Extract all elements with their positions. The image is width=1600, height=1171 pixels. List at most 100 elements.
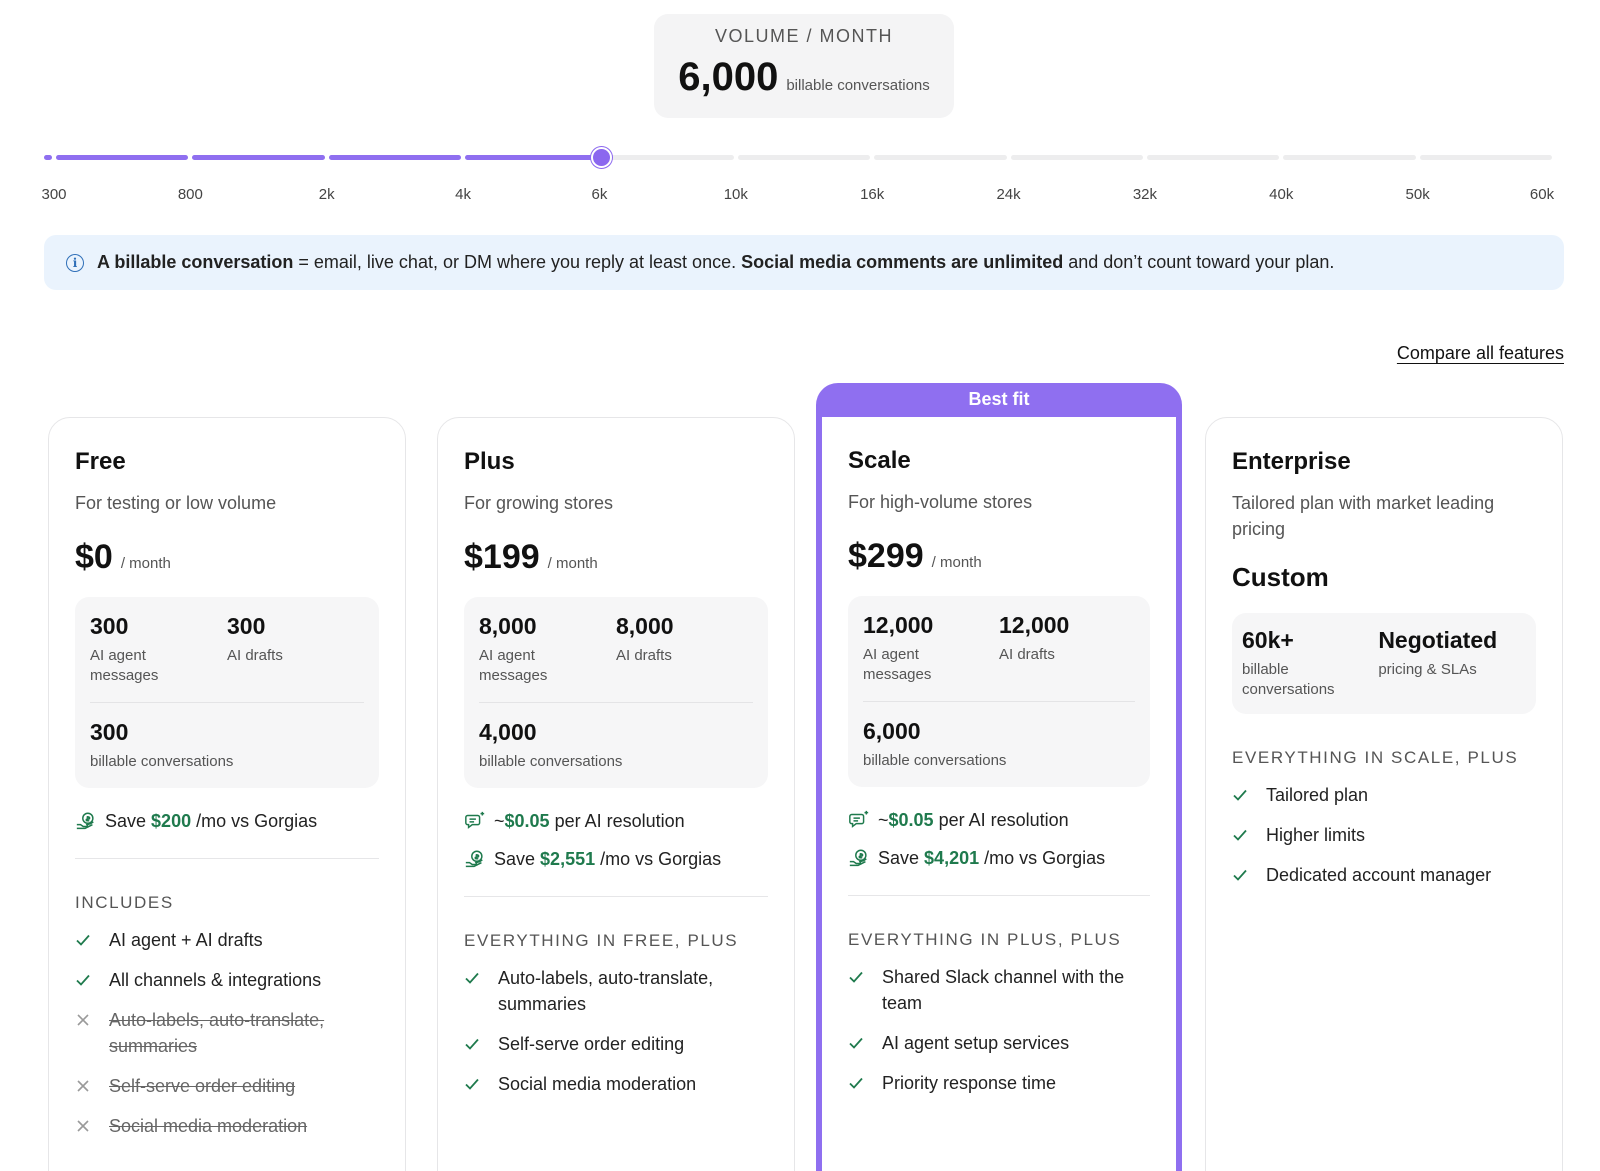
info-tail: and don’t count toward your plan. bbox=[1063, 252, 1335, 272]
feature-label: Higher limits bbox=[1266, 825, 1366, 845]
slider-tick-label[interactable]: 800 bbox=[177, 186, 203, 203]
plan-name: Plus bbox=[464, 448, 515, 475]
feature-label: Priority response time bbox=[882, 1073, 1057, 1093]
plan-stats: 12,000 AI agent messages 12,000 AI drafts … bbox=[848, 596, 1150, 787]
stat-label: billable conversations bbox=[90, 753, 234, 770]
slider-tick-label[interactable]: 4k bbox=[455, 186, 471, 203]
feature-item: All channels & integrations bbox=[75, 967, 379, 993]
feature-item: Tailored plan bbox=[1232, 782, 1536, 808]
plan-name: Scale bbox=[848, 447, 911, 474]
slider-tick-label[interactable]: 6k bbox=[591, 186, 608, 203]
feature-item: AI agent + AI drafts bbox=[75, 927, 379, 953]
feature-list: Auto-labels, auto-translate, summaries Se… bbox=[464, 965, 768, 1097]
slider-tick-label[interactable]: 2k bbox=[318, 186, 335, 203]
resolution-suffix: per AI resolution bbox=[554, 810, 685, 831]
compare-all-features-link[interactable]: Compare all features bbox=[1396, 343, 1564, 363]
check-icon bbox=[464, 965, 498, 991]
feature-label: Tailored plan bbox=[1266, 785, 1369, 805]
slider-tick-label[interactable]: 40k bbox=[1269, 186, 1294, 203]
plan-name: Free bbox=[75, 448, 126, 475]
savings-amount: $200 bbox=[151, 810, 192, 831]
check-icon bbox=[848, 964, 882, 990]
feature-label: Shared Slack channel with the team bbox=[882, 967, 1125, 1013]
plan-stats: 300 AI agent messages 300 AI drafts 300 bi… bbox=[75, 597, 379, 788]
slider-track-segment[interactable] bbox=[56, 155, 189, 160]
slider-tick-label[interactable]: 50k bbox=[1405, 186, 1430, 203]
features-section-title: EVERYTHING IN SCALE, PLUS bbox=[1232, 748, 1519, 767]
slider-track-segment[interactable] bbox=[1010, 155, 1143, 160]
slider-tick-label[interactable]: 10k bbox=[723, 186, 748, 203]
stat-value: 12,000 bbox=[863, 612, 934, 638]
volume-unit: billable conversations bbox=[786, 77, 930, 94]
check-icon bbox=[848, 1070, 882, 1096]
slider-thumb[interactable] bbox=[591, 147, 613, 168]
features-section-title: EVERYTHING IN FREE, PLUS bbox=[464, 931, 739, 950]
feature-item: Auto-labels, auto-translate, summaries bbox=[464, 965, 768, 1017]
slider-track-segment[interactable] bbox=[874, 155, 1007, 160]
savings-amount: $2,551 bbox=[540, 848, 596, 869]
feature-item: AI agent setup services bbox=[848, 1030, 1150, 1056]
check-icon bbox=[75, 927, 109, 953]
info-mid-bold: Social media comments are unlimited bbox=[741, 252, 1064, 272]
plan-name: Enterprise bbox=[1232, 448, 1351, 475]
stat-label: pricing & SLAs bbox=[1378, 661, 1477, 678]
stat-label: AI drafts bbox=[616, 647, 672, 664]
plan-stats: 8,000 AI agent messages 8,000 AI drafts 4,… bbox=[464, 597, 768, 788]
stat-label: billable conversations bbox=[1242, 661, 1335, 698]
feature-item: Dedicated account manager bbox=[1232, 862, 1536, 888]
resolution-line: ~$0.05 per AI resolution bbox=[848, 809, 1150, 831]
feature-item: Social media moderation bbox=[464, 1071, 768, 1097]
slider-tick-label[interactable]: 32k bbox=[1132, 186, 1157, 203]
slider-track-start[interactable] bbox=[44, 155, 52, 160]
stat-label: AI agent messages bbox=[479, 647, 548, 684]
stat-label: AI agent messages bbox=[863, 646, 932, 683]
slider-track-segment[interactable] bbox=[328, 155, 462, 160]
info-lead-rest: = email, live chat, or DM where you repl… bbox=[293, 252, 742, 272]
volume-slider[interactable] bbox=[44, 147, 1564, 170]
slider-track-segment[interactable] bbox=[465, 155, 598, 160]
savings-prefix: Save bbox=[105, 810, 147, 831]
stat-value: 12,000 bbox=[999, 612, 1070, 638]
slider-tick-label[interactable]: 24k bbox=[996, 186, 1021, 203]
feature-item: Self-serve order editing bbox=[464, 1031, 768, 1057]
volume-value: 6,000 bbox=[678, 55, 779, 99]
check-icon bbox=[464, 1031, 498, 1057]
plan-subtitle: For testing or low volume bbox=[75, 493, 277, 513]
slider-track-segment[interactable] bbox=[192, 155, 325, 160]
slider-track-segment[interactable] bbox=[1283, 155, 1416, 160]
money-hand-icon bbox=[848, 847, 870, 869]
plan-card-enterprise: Enterprise Tailored plan with market lea… bbox=[1205, 417, 1563, 1171]
slider-track-segment[interactable] bbox=[737, 155, 871, 160]
slider-tick-label[interactable]: 16k bbox=[860, 186, 885, 203]
check-icon bbox=[1232, 862, 1266, 888]
stat-label: AI drafts bbox=[999, 646, 1055, 663]
chat-sparkle-icon bbox=[848, 809, 870, 831]
feature-label: AI agent setup services bbox=[882, 1033, 1070, 1053]
check-icon bbox=[1232, 782, 1266, 808]
plan-price: $0 bbox=[75, 538, 113, 576]
savings-prefix: Save bbox=[494, 848, 536, 869]
savings-suffix: /mo vs Gorgias bbox=[984, 847, 1106, 868]
stat-value: 8,000 bbox=[616, 613, 674, 639]
stat-value: 300 bbox=[90, 613, 129, 639]
slider-track-segment[interactable] bbox=[1146, 155, 1280, 160]
slider-tick-label[interactable]: 60k bbox=[1529, 186, 1555, 203]
slider-track-segment[interactable] bbox=[601, 155, 734, 160]
plan-stats: 60k+ billable conversations Negotiated pri… bbox=[1232, 613, 1536, 714]
feature-item: Shared Slack channel with the team bbox=[848, 964, 1150, 1016]
feature-item: Self-serve order editing bbox=[75, 1073, 379, 1099]
plan-subtitle: Tailored plan with market leading pricin… bbox=[1232, 493, 1495, 539]
feature-label: Dedicated account manager bbox=[1266, 865, 1492, 885]
feature-list: Shared Slack channel with the team AI age… bbox=[848, 964, 1150, 1096]
x-icon bbox=[75, 1073, 109, 1099]
slider-track-segment[interactable] bbox=[1419, 155, 1552, 160]
check-icon bbox=[848, 1030, 882, 1056]
stat-value: Negotiated bbox=[1378, 627, 1498, 653]
plan-card-free: Free For testing or low volume $0 / mont… bbox=[48, 417, 406, 1171]
info-icon: i bbox=[66, 253, 84, 272]
features-section-title: EVERYTHING IN PLUS, PLUS bbox=[848, 930, 1122, 949]
plan-period: / month bbox=[547, 555, 598, 572]
slider-tick-label[interactable]: 300 bbox=[41, 186, 67, 203]
plan-price: Custom bbox=[1232, 562, 1329, 592]
feature-label: Self-serve order editing bbox=[498, 1034, 685, 1054]
